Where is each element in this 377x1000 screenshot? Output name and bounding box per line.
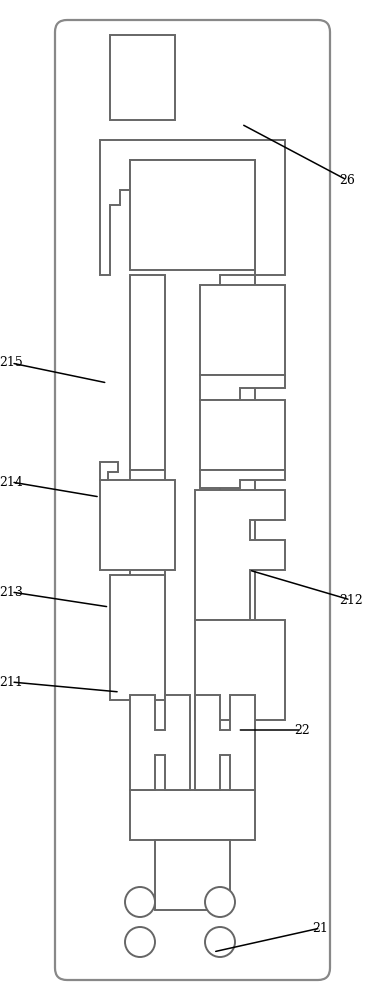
Text: 213: 213 — [0, 585, 23, 598]
Bar — [130, 160, 255, 270]
Bar — [155, 840, 230, 910]
Bar — [130, 275, 165, 470]
Bar — [110, 575, 165, 700]
Bar — [110, 35, 175, 120]
Text: 211: 211 — [0, 676, 23, 688]
Text: 212: 212 — [339, 593, 362, 606]
Text: 215: 215 — [0, 357, 23, 369]
Circle shape — [205, 887, 235, 917]
Circle shape — [125, 887, 155, 917]
Bar — [200, 285, 285, 375]
Text: 26: 26 — [339, 174, 355, 186]
Bar — [200, 400, 285, 470]
Bar — [100, 480, 175, 570]
Bar — [195, 620, 285, 720]
Text: 21: 21 — [313, 922, 328, 934]
Text: 214: 214 — [0, 476, 23, 488]
Bar — [130, 790, 255, 840]
Bar — [130, 470, 165, 695]
Polygon shape — [195, 490, 285, 620]
Text: 22: 22 — [294, 724, 310, 736]
Polygon shape — [200, 470, 285, 488]
Circle shape — [205, 927, 235, 957]
Polygon shape — [195, 695, 255, 790]
Circle shape — [125, 927, 155, 957]
Polygon shape — [130, 695, 190, 790]
Bar — [220, 275, 255, 470]
FancyBboxPatch shape — [55, 20, 330, 980]
Polygon shape — [100, 140, 285, 275]
Polygon shape — [100, 462, 118, 480]
Polygon shape — [200, 375, 285, 400]
Bar — [220, 470, 255, 695]
